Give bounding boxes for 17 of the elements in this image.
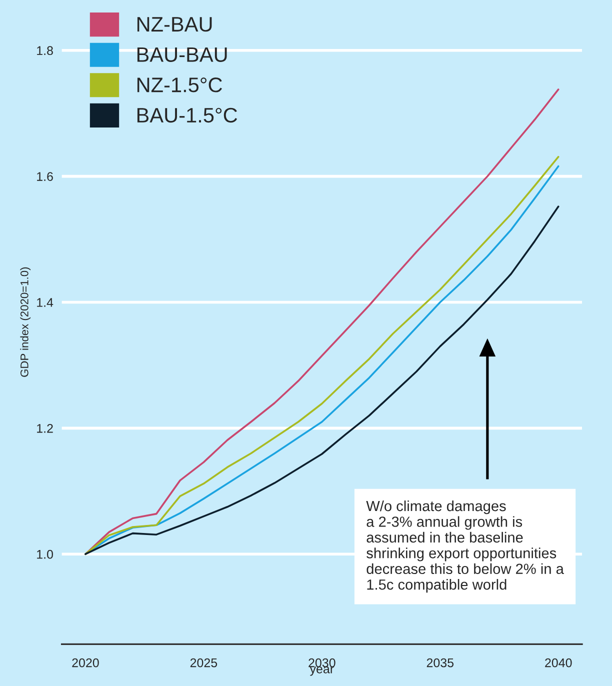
y-tick-label: 1.8 (37, 46, 53, 56)
y-tick-label: 1.2 (37, 424, 53, 433)
legend-label: NZ-1.5°C (137, 78, 222, 92)
legend-label: NZ-BAU (137, 17, 212, 32)
x-tick-label: 2040 (545, 658, 572, 668)
y-tick-label: 1.0 (37, 550, 53, 559)
y-tick-label: 1.6 (37, 172, 53, 181)
x-tick-label: 2035 (426, 658, 454, 668)
x-tick-label: 2030 (308, 658, 336, 668)
y-axis-title: GDP index (2020=1.0) (20, 267, 31, 377)
x-axis-title: year (310, 666, 334, 676)
legend-label: BAU-1.5°C (137, 108, 238, 123)
annotation: W/o climate damages a 2-3% annual growth is assumed in the baseline shrinking export opportunities decrease this to below 2% in a 1.5c compatible world (366, 500, 564, 593)
x-tick-label: 2025 (190, 658, 218, 668)
y-tick-label: 1.4 (37, 298, 54, 307)
legend-label: BAU-BAU (137, 47, 227, 62)
x-tick-label: 2020 (72, 658, 99, 668)
